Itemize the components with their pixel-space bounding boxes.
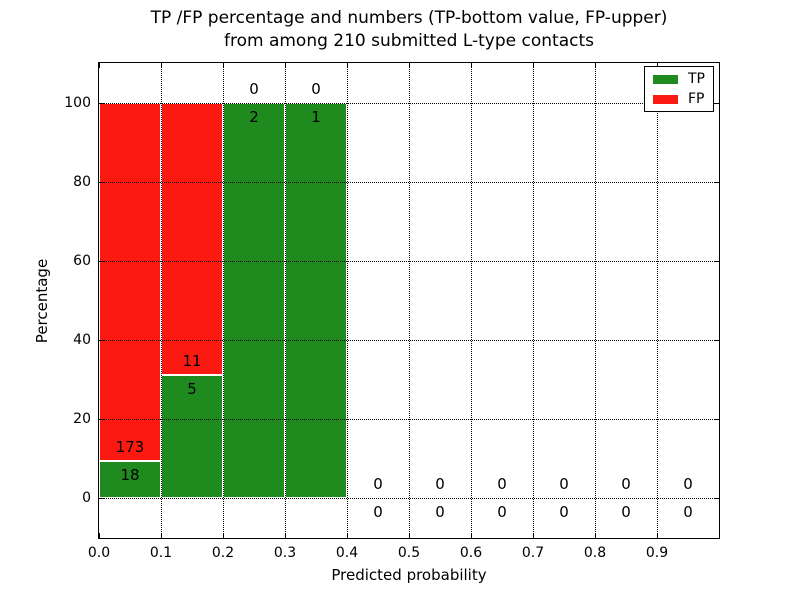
y-tick-right	[714, 260, 719, 262]
y-tick-label: 0	[82, 490, 91, 507]
fp-count-label: 0	[559, 475, 569, 494]
tp-color-swatch	[653, 74, 678, 84]
x-tick-bottom	[471, 533, 472, 538]
fp-count-label: 0	[621, 475, 631, 494]
x-tick-top	[409, 63, 410, 68]
x-tick-label: 0.5	[397, 545, 421, 561]
y-tick-left	[99, 340, 104, 342]
x-tick-bottom	[99, 533, 100, 538]
fp-count-label: 0	[311, 79, 321, 98]
x-tick-label: 0.6	[459, 545, 483, 561]
fp-count-label: 11	[182, 351, 202, 370]
x-tick-label: 0.2	[211, 545, 235, 561]
fp-count-label: 0	[497, 475, 507, 494]
y-tick-left	[99, 102, 104, 104]
x-tick-top	[99, 63, 100, 68]
tp-count-label: 18	[120, 466, 140, 485]
x-gridline	[161, 63, 162, 538]
y-tick-right	[714, 340, 719, 342]
x-tick-top	[471, 63, 472, 68]
y-tick-right	[714, 419, 719, 421]
x-tick-bottom	[161, 533, 162, 538]
y-tick-right	[714, 498, 719, 500]
bar-segment-tp	[285, 102, 347, 499]
x-tick-label: 0.0	[87, 545, 111, 561]
x-tick-label: 0.3	[273, 545, 297, 561]
x-tick-top	[595, 63, 596, 68]
y-tick-label: 20	[73, 411, 91, 428]
chart-title-line1: TP /FP percentage and numbers (TP-bottom…	[150, 8, 668, 28]
x-tick-top	[285, 63, 286, 68]
x-axis-label: Predicted probability	[331, 566, 487, 584]
plot-area: TP FP 0.0 0.1 0.2 0.3 0.4 0.5 0.6 0.7 0.8 0.9 0 20 4…	[64, 62, 720, 561]
tp-count-label: 0	[621, 503, 631, 522]
bar-segment-fp	[99, 102, 161, 462]
x-gridline	[223, 63, 224, 538]
legend-item-fp: FP	[653, 92, 705, 106]
x-tick-bottom	[409, 533, 410, 538]
x-tick-label: 0.1	[149, 545, 173, 561]
y-tick-left	[99, 419, 104, 421]
fp-count-label: 0	[683, 475, 693, 494]
x-tick-top	[161, 63, 162, 68]
fp-count-label: 173	[115, 438, 145, 457]
x-gridline	[285, 63, 286, 538]
fp-count-label: 0	[435, 475, 445, 494]
legend-label-tp: TP	[688, 71, 705, 87]
y-tick-left	[99, 181, 104, 183]
fp-count-label: 0	[373, 475, 383, 494]
y-axis-label: Percentage	[33, 258, 51, 344]
bar-segment-tp	[161, 374, 223, 499]
chart-title: TP /FP percentage and numbers (TP-bottom…	[98, 7, 720, 53]
x-tick-label: 0.8	[583, 545, 607, 561]
bar-segment-fp	[161, 102, 223, 375]
x-tick-top	[347, 63, 348, 68]
x-tick-label: 0.7	[521, 545, 545, 561]
legend: TP FP	[644, 66, 714, 112]
y-tick-label: 40	[73, 332, 91, 349]
tp-count-label: 5	[187, 379, 197, 398]
x-tick-top	[533, 63, 534, 68]
legend-item-tp: TP	[653, 72, 705, 86]
y-tick-label: 80	[73, 173, 91, 190]
legend-label-fp: FP	[688, 91, 705, 107]
y-tick-label: 60	[73, 252, 91, 269]
bar-segment-tp	[99, 461, 161, 499]
x-tick-label: 0.4	[335, 545, 359, 561]
x-gridline	[347, 63, 348, 538]
y-tick-right	[714, 102, 719, 104]
tp-count-label: 2	[249, 107, 259, 126]
x-gridline	[409, 63, 410, 538]
chart-title-line2: from among 210 submitted L-type contacts	[223, 31, 594, 51]
x-tick-bottom	[595, 533, 596, 538]
y-tick-left	[99, 260, 104, 262]
tp-count-label: 0	[435, 503, 445, 522]
x-gridline	[595, 63, 596, 538]
x-tick-bottom	[657, 533, 658, 538]
fp-count-label: 0	[249, 79, 259, 98]
x-tick-top	[657, 63, 658, 68]
x-tick-bottom	[533, 533, 534, 538]
x-gridline	[471, 63, 472, 538]
x-tick-top	[223, 63, 224, 68]
x-gridline	[657, 63, 658, 538]
x-tick-bottom	[223, 533, 224, 538]
y-tick-left	[99, 498, 104, 500]
x-tick-bottom	[285, 533, 286, 538]
y-tick-right	[714, 181, 719, 183]
tp-count-label: 0	[683, 503, 693, 522]
tp-count-label: 0	[559, 503, 569, 522]
fp-color-swatch	[653, 94, 678, 104]
x-gridline	[533, 63, 534, 538]
tp-count-label: 1	[311, 107, 321, 126]
tp-count-label: 0	[497, 503, 507, 522]
tp-count-label: 0	[373, 503, 383, 522]
x-tick-bottom	[347, 533, 348, 538]
bar-segment-tp	[223, 102, 285, 499]
x-tick-label: 0.9	[645, 545, 669, 561]
y-tick-label: 100	[64, 94, 91, 111]
